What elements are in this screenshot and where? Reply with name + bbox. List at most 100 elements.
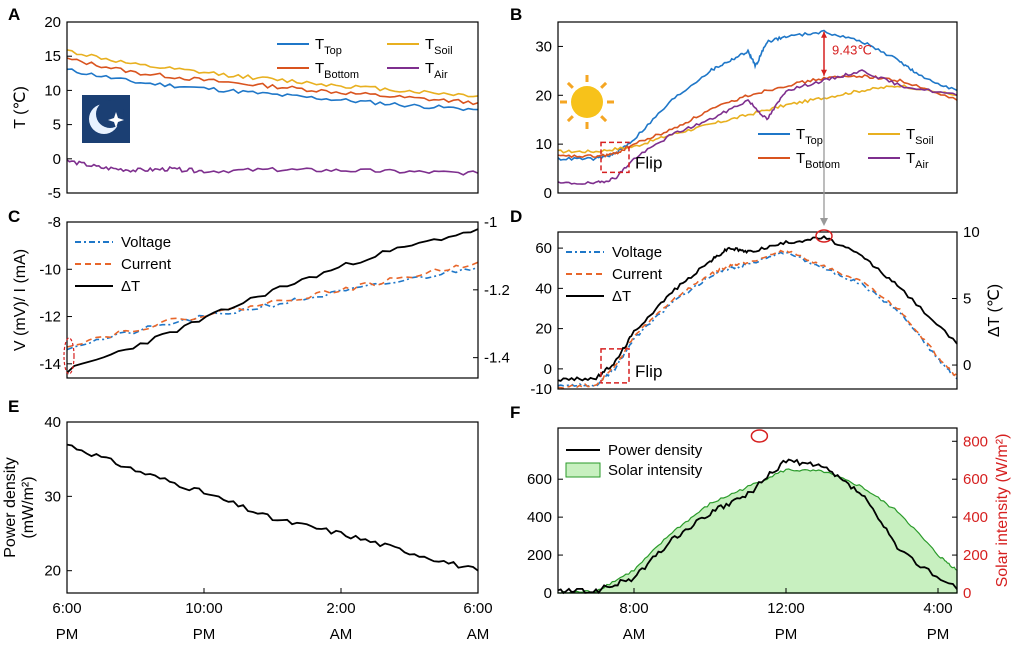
y2-tick-label: 200 [963,547,988,564]
legend-label: Current [612,266,663,283]
sun-disc [571,86,603,118]
legend-label: TBottom [315,60,359,81]
y-tick-label: 40 [535,280,552,297]
peak-marker-d [815,229,833,243]
y-axis-unit-label: (mW/m²) [20,476,37,538]
panel-D: D -10 0 20 40 60 0 5 10 ΔT (℃) Voltage Current ΔT Fli… [510,207,1003,398]
sun-ray [566,115,574,123]
series-voltage-line [557,251,958,388]
x-tick-sublabel: AM [467,626,490,643]
y-tick-label: 30 [535,38,552,55]
plot-frame [66,21,479,194]
x-tick-label: 10:00 [185,600,223,617]
panel-label: E [8,397,19,416]
y-tick-label: 10 [535,136,552,153]
y2-tick-label: -1.2 [484,282,510,299]
y-tick-label: 15 [44,48,61,65]
y-tick-label: 40 [44,414,61,431]
series-tsoil-line [557,84,958,154]
series-powerdensity-line [66,443,479,572]
legend-label: Current [121,256,172,273]
legend-label-subscript: Air [915,159,929,171]
legend-label-subscript: Air [434,69,448,81]
connector-arrowhead [820,218,828,226]
series-t-line [557,235,958,382]
series-tsoil-line [66,49,479,98]
series-tbottom-line [66,57,479,106]
legend-label: Power density [608,442,703,459]
series-tbottom-line [557,74,958,159]
y-tick-label: 20 [535,87,552,104]
y-tick-label: -10 [530,381,552,398]
plot-frame [557,231,958,390]
legend-label: TBottom [796,150,840,171]
x-tick-label: 2:00 [326,600,355,617]
panel-label: C [8,207,20,226]
plot-frame [66,421,479,594]
series-voltage-line [66,266,479,351]
flip-label: Flip [635,153,662,172]
flip-highlight-box [600,348,630,384]
plot-frame [66,221,479,379]
y-tick-label: -12 [39,309,61,326]
series-t-line [66,228,479,374]
plot-frame [557,427,958,594]
series-current-line [557,248,958,389]
legend-label: TAir [906,150,929,171]
legend-label: ΔT [121,278,140,295]
y-tick-label: 30 [44,488,61,505]
x-tick-sublabel: AM [623,626,646,643]
panel-F: F 0 200 400 600 0 200 400 600 800 Solar intensity … [510,403,1011,643]
y2-tick-label: 10 [963,224,980,241]
y2-tick-label: 0 [963,357,971,374]
legend-swatch [565,462,601,478]
legend-label-subscript: Soil [915,135,933,147]
series-ttop-line [557,29,958,162]
legend-label-subscript: Top [324,45,342,57]
x-tick-label: 12:00 [767,600,805,617]
night-moon-icon [82,95,130,143]
legend-label: TTop [796,126,823,147]
series-current-line [66,261,479,348]
x-tick-sublabel: PM [927,626,950,643]
legend-label: Voltage [612,244,662,261]
y-tick-label: 60 [535,240,552,257]
y-tick-label: -8 [48,214,61,231]
legend-label-subscript: Bottom [324,69,359,81]
plot-frame [557,21,958,194]
y-tick-label: 10 [44,82,61,99]
sun-ray [600,115,608,123]
y-tick-label: 0 [544,585,552,602]
y2-tick-label: 600 [963,471,988,488]
start-marker-c [63,337,75,375]
flip-label: Flip [635,362,662,381]
panel-C: C -14 -12 -10 -8 -1.4 -1.2 -1 V (mV)/ I (mA) Volt… [8,207,510,379]
y2-tick-label: 800 [963,433,988,450]
x-tick-label: 6:00 [463,600,492,617]
y-tick-label: 0 [53,151,61,168]
sun-ray [566,81,574,89]
panel-A: A -5 0 5 10 15 20 T (℃) TTop TSoil TBottom TAir [8,5,479,202]
y-tick-label: 600 [527,471,552,488]
sun-icon [560,75,614,129]
y-tick-label: 0 [544,361,552,378]
y2-tick-label: 0 [963,585,971,602]
x-tick-label: 6:00 [52,600,81,617]
y-tick-label: 20 [44,14,61,31]
y2-tick-label: 400 [963,509,988,526]
y-tick-label: -5 [48,185,61,202]
y-tick-label: -10 [39,261,61,278]
y2-axis-label: ΔT (℃) [986,284,1003,337]
y-tick-label: 5 [53,117,61,134]
legend-label-subscript: Top [805,135,823,147]
solar-intensity-area [557,468,958,594]
legend-label: TSoil [906,126,934,147]
y2-tick-label: 5 [963,291,971,308]
panel-label: B [510,5,522,24]
panel-E: E 20 30 40 Power density (mW/m²) 6:00 PM 10:00 PM… [2,397,493,643]
y-axis-label: T (℃) [12,86,29,129]
peak-marker-f [750,429,769,443]
x-tick-label: 8:00 [619,600,648,617]
sun-ray [600,81,608,89]
y-tick-label: 400 [527,509,552,526]
